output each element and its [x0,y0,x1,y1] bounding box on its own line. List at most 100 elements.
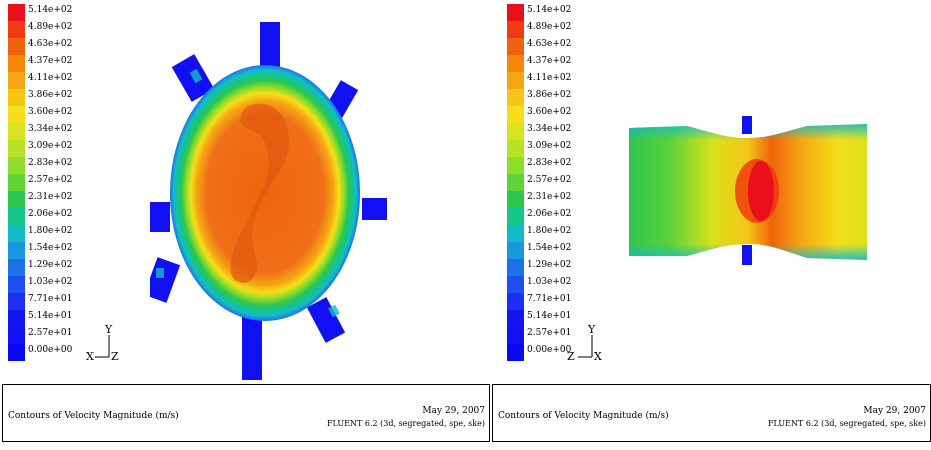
legend-value-label: 1.03e+02 [28,277,73,287]
legend-entry: 1.03e+02 [507,276,637,293]
legend-value-label: 2.57e+01 [527,328,572,338]
legend-value-label: 2.57e+02 [527,175,572,185]
legend-swatch [8,21,25,38]
legend-swatch [8,208,25,225]
legend-entry: 2.83e+02 [507,157,637,174]
legend-swatch [8,4,25,21]
legend-value-label: 1.29e+02 [527,260,572,270]
legend-swatch [507,191,524,208]
legend-entry: 3.09e+02 [8,140,138,157]
legend-value-label: 3.86e+02 [527,90,572,100]
legend-swatch [8,191,25,208]
legend-entry: 2.06e+02 [8,208,138,225]
legend-entry: 1.80e+02 [507,225,637,242]
shaft-top [742,116,752,134]
legend-value-label: 2.57e+01 [28,328,73,338]
legend-value-label: 2.57e+02 [28,175,73,185]
legend-value-label: 1.54e+02 [28,243,73,253]
legend-entry: 5.14e+01 [507,310,637,327]
legend-entry: 4.89e+02 [8,21,138,38]
left-contour-panel: 5.14e+02 4.89e+02 4.63e+02 4.37e+02 4.11e+02… [2,4,490,442]
blade-right [362,198,387,220]
legend-swatch [507,225,524,242]
legend-value-label: 1.03e+02 [527,277,572,287]
legend-entry: 4.37e+02 [507,55,637,72]
legend-entry: 4.63e+02 [8,38,138,55]
legend-swatch [8,327,25,344]
axis-out-label: X [594,350,602,363]
legend-entry: 0.00e+00 [8,344,138,361]
legend-swatch [8,123,25,140]
blade-bottom-left [150,257,181,303]
legend-entry: 4.63e+02 [507,38,637,55]
legend-value-label: 2.31e+02 [527,192,572,202]
legend-value-label: 3.09e+02 [527,141,572,151]
legend-value-label: 3.09e+02 [28,141,73,151]
legend-entry: 3.09e+02 [507,140,637,157]
legend-value-label: 0.00e+00 [28,345,73,355]
legend-swatch [8,344,25,361]
legend-value-label: 3.86e+02 [28,90,73,100]
footer-caption: Contours of Velocity Magnitude (m/s) [498,411,669,421]
legend-entry: 3.60e+02 [8,106,138,123]
side-section-contour-plot [629,116,867,265]
legend-entry: 4.37e+02 [8,55,138,72]
footer-date: May 29, 2007 [863,406,926,416]
legend-value-label: 5.14e+02 [28,5,73,15]
legend-entry: 2.31e+02 [8,191,138,208]
shaft-bottom [742,245,752,265]
legend-swatch [507,106,524,123]
legend-entry: 5.14e+02 [8,4,138,21]
legend-value-label: 4.63e+02 [527,39,572,49]
legend-swatch [8,259,25,276]
legend-value-label: 2.06e+02 [527,209,572,219]
footer-date: May 29, 2007 [422,406,485,416]
legend-entry: 1.80e+02 [8,225,138,242]
legend-swatch [507,259,524,276]
legend-swatch [8,157,25,174]
legend-swatch [507,72,524,89]
legend-entry: 0.00e+00 [507,344,637,361]
legend-entry: 3.86e+02 [8,89,138,106]
legend-swatch [507,242,524,259]
legend-swatch [8,55,25,72]
legend-entry: 1.54e+02 [8,242,138,259]
legend-entry: 2.06e+02 [507,208,637,225]
legend-swatch [507,293,524,310]
legend-value-label: 7.71e+01 [527,294,572,304]
legend-entry: 7.71e+01 [8,293,138,310]
legend-swatch [507,174,524,191]
legend-swatch [507,55,524,72]
legend-value-label: 2.83e+02 [28,158,73,168]
legend-swatch [507,89,524,106]
cross-section-contour-plot [150,22,387,380]
legend-entry: 1.03e+02 [8,276,138,293]
legend-entry: 3.34e+02 [507,123,637,140]
legend-entry: 1.54e+02 [507,242,637,259]
legend-swatch [8,174,25,191]
legend-value-label: 7.71e+01 [28,294,73,304]
legend-entry: 4.11e+02 [8,72,138,89]
legend-swatch [8,225,25,242]
legend-entry: 2.57e+02 [507,174,637,191]
legend-value-label: 4.11e+02 [28,73,73,83]
legend-swatch [8,38,25,55]
legend-swatch [507,4,524,21]
legend-swatch [8,293,25,310]
legend-value-label: 1.80e+02 [527,226,572,236]
legend-swatch [507,123,524,140]
legend-value-label: 2.83e+02 [527,158,572,168]
blade-bottom-right [306,297,346,343]
axis-up-label: Y [105,323,113,336]
legend-swatch [507,208,524,225]
legend-value-label: 5.14e+02 [527,5,572,15]
legend-value-label: 5.14e+01 [527,311,572,321]
legend-value-label: 3.60e+02 [527,107,572,117]
legend-entry: 4.11e+02 [507,72,637,89]
legend-entry: 2.57e+01 [8,327,138,344]
right-contour-panel: 5.14e+02 4.89e+02 4.63e+02 4.37e+02 4.11e+02… [492,0,931,450]
axis-up-label: Y [588,323,596,336]
legend-swatch [8,89,25,106]
legend-swatch [507,310,524,327]
legend-swatch [507,327,524,344]
